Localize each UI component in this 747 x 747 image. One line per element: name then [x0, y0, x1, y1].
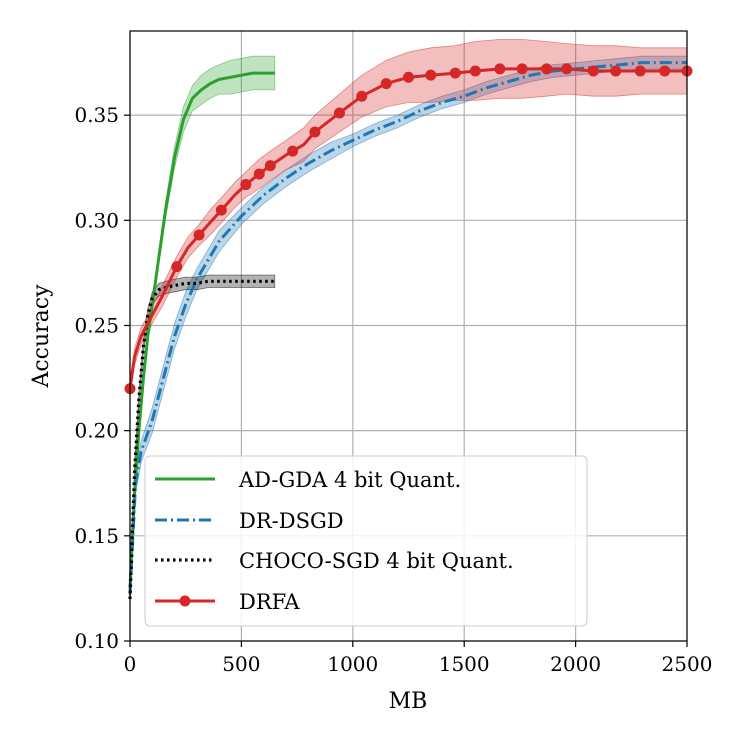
- marker-drfa: [494, 63, 506, 75]
- marker-drfa: [403, 71, 414, 83]
- y-tick-label: 0.35: [74, 103, 119, 127]
- legend: AD-GDA 4 bit Quant. DR-DSGD CHOCO-SGD 4 …: [144, 455, 588, 627]
- x-tick-label: 2500: [662, 652, 713, 676]
- marker-drfa: [253, 168, 265, 180]
- legend-label-ad-gda: AD-GDA 4 bit Quant.: [238, 468, 461, 492]
- legend-label-dr-dsgd: DR-DSGD: [239, 509, 344, 533]
- marker-drfa: [264, 160, 276, 172]
- y-axis-title: Accuracy: [29, 284, 54, 389]
- x-axis-ticks: 0 500 1000 1500 2000 2500: [124, 641, 713, 676]
- y-tick-label: 0.20: [74, 419, 119, 443]
- line-choco-sgd-4-bit-quant: [128, 279, 275, 599]
- marker-drfa: [587, 65, 599, 77]
- plot-frame: [129, 30, 688, 642]
- marker-drfa: [309, 126, 321, 138]
- line-ad-gda-4-bit-quant: [128, 71, 275, 589]
- marker-drfa: [193, 229, 205, 241]
- x-tick-label: 2000: [550, 652, 601, 676]
- marker-drfa: [469, 65, 481, 77]
- y-tick-label: 0.10: [74, 629, 119, 653]
- marker-drfa: [659, 65, 671, 77]
- marker-drfa: [356, 90, 368, 102]
- marker-drfa: [541, 63, 553, 75]
- marker-drfa: [240, 179, 252, 191]
- x-axis-title: MB: [389, 689, 428, 714]
- marker-drfa: [516, 63, 528, 75]
- marker-drfa: [561, 63, 573, 75]
- marker-drfa: [333, 107, 345, 119]
- y-tick-label: 0.15: [74, 524, 119, 548]
- marker-drfa: [425, 69, 437, 81]
- x-tick-label: 1000: [327, 652, 378, 676]
- marker-drfa: [287, 145, 299, 157]
- y-axis-ticks: 0.10 0.15 0.20 0.25 0.30 0.35: [74, 103, 130, 653]
- marker-drfa: [610, 65, 622, 77]
- x-tick-label: 500: [222, 652, 260, 676]
- x-tick-label: 0: [124, 652, 137, 676]
- legend-label-drfa: DRFA: [239, 590, 300, 614]
- y-tick-label: 0.25: [74, 313, 119, 337]
- marker-drfa: [215, 204, 227, 216]
- legend-label-choco-sgd: CHOCO-SGD 4 bit Quant.: [239, 549, 514, 573]
- marker-drfa: [449, 67, 461, 79]
- marker-drfa: [380, 78, 392, 90]
- legend-swatch-drfa-marker: [179, 595, 191, 607]
- marker-drfa: [171, 261, 183, 273]
- marker-drfa: [634, 65, 646, 77]
- x-tick-label: 1500: [439, 652, 490, 676]
- legend-box: [144, 455, 588, 627]
- y-tick-label: 0.30: [74, 208, 119, 232]
